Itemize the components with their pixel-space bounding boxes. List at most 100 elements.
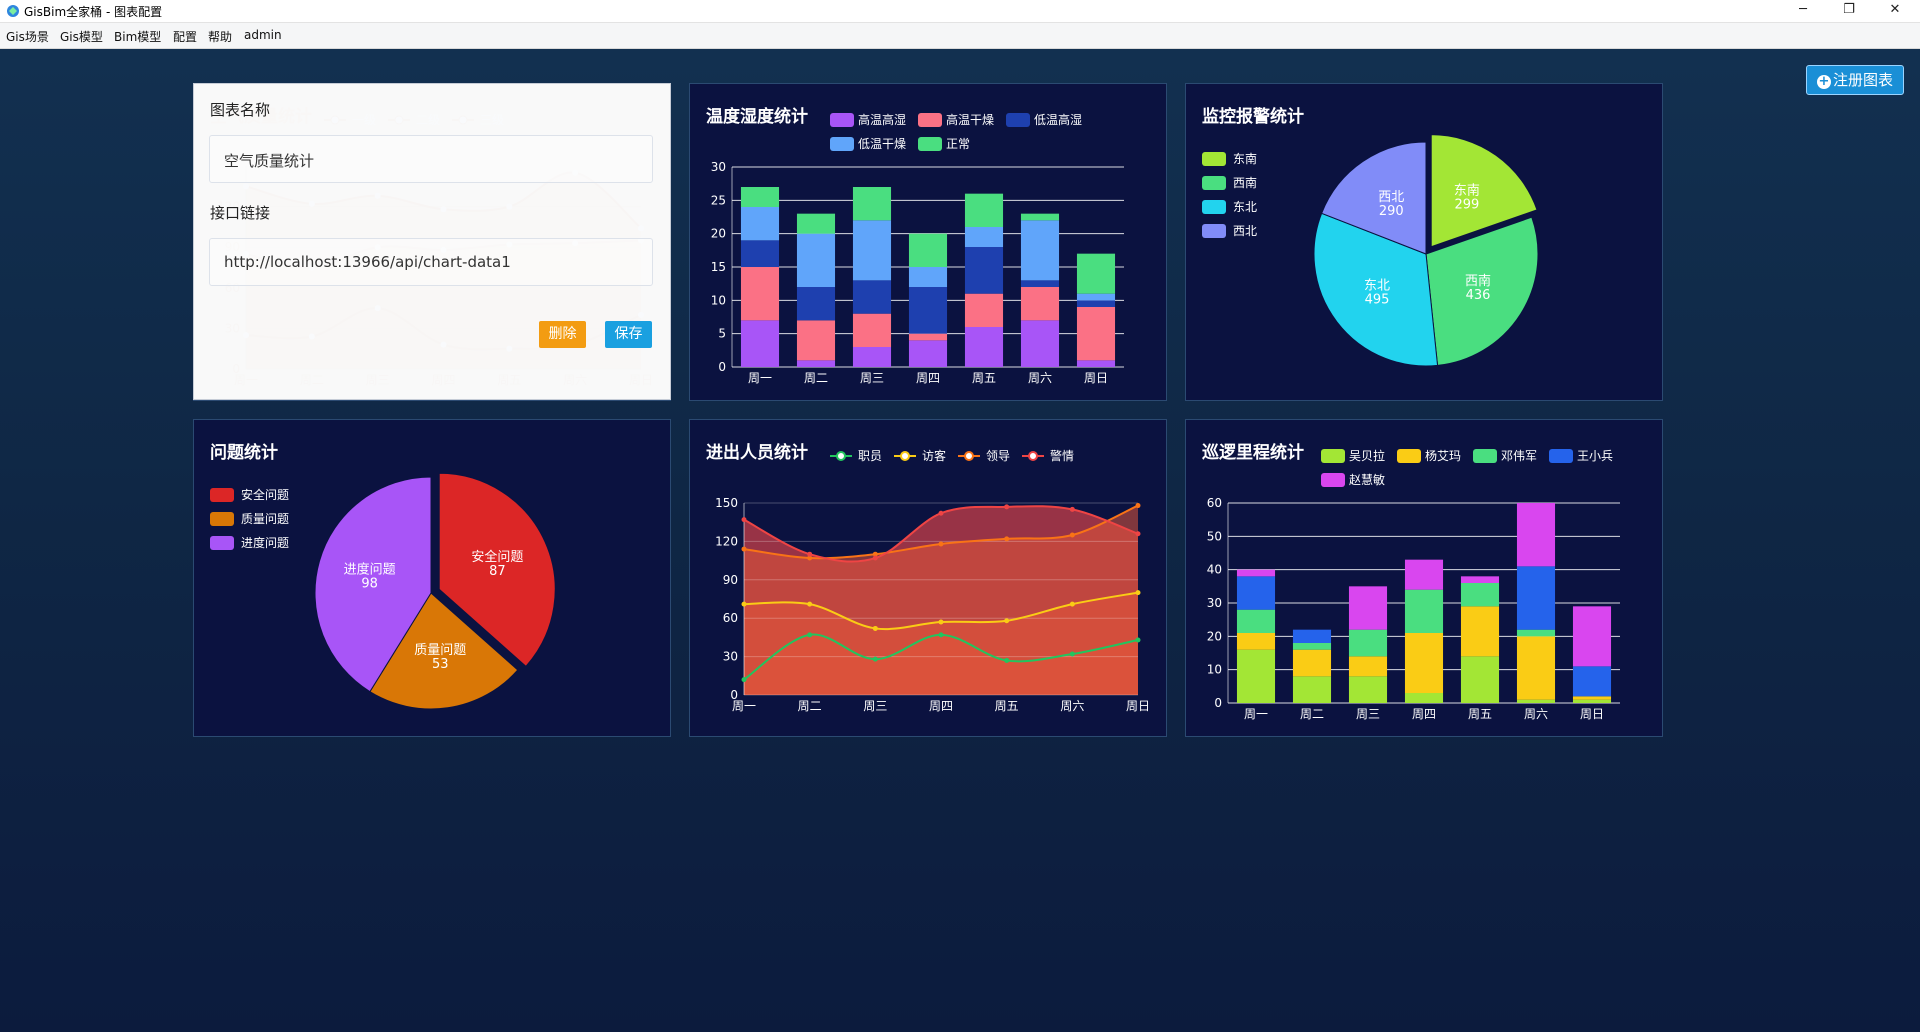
data-point bbox=[1069, 532, 1075, 538]
pie-slice bbox=[1313, 212, 1439, 367]
data-point bbox=[1069, 506, 1075, 512]
bar-segment bbox=[1572, 696, 1612, 700]
chart-panel-patrol[interactable]: 巡逻里程统计 吴贝拉 杨艾玛 邓伟军 王小兵 赵慧敏 0 10 20 30 40 50 60 周一 周二 周三… bbox=[1185, 419, 1663, 737]
window-title: GisBim全家桶 - 图表配置 bbox=[24, 5, 163, 19]
register-chart-button[interactable]: + 注册图表 bbox=[1806, 65, 1904, 95]
menu-item-bim-model[interactable]: Bim模型 bbox=[114, 30, 162, 44]
data-point bbox=[1004, 618, 1010, 624]
minimize-button[interactable]: ─ bbox=[1799, 2, 1807, 17]
legend-swatch bbox=[1473, 449, 1497, 463]
legend-marker bbox=[1028, 451, 1038, 461]
chart-name-label: 图表名称 bbox=[210, 101, 271, 119]
bar-segment bbox=[1572, 666, 1612, 697]
bar-segment bbox=[796, 213, 836, 234]
slice-name-label: 质量问题 bbox=[414, 643, 466, 658]
slice-value-label: 436 bbox=[1466, 288, 1491, 303]
bar-segment bbox=[1348, 629, 1388, 657]
chart-name-input[interactable]: 空气质量统计 bbox=[209, 135, 653, 183]
bar-segment bbox=[796, 320, 836, 361]
slice-name-label: 进度问题 bbox=[344, 562, 396, 578]
legend-label: 低温干燥 bbox=[858, 137, 906, 151]
x-tick-label: 周三 bbox=[863, 699, 887, 713]
slice-name-label: 东北 bbox=[1364, 278, 1390, 293]
legend-swatch bbox=[1321, 449, 1345, 463]
bar-segment bbox=[1292, 643, 1332, 650]
bar-segment bbox=[740, 187, 780, 207]
bar-segment bbox=[740, 240, 780, 267]
delete-button[interactable]: 删除 bbox=[539, 321, 586, 348]
pie-slice bbox=[314, 476, 432, 693]
data-point bbox=[1135, 590, 1141, 596]
close-button[interactable]: ✕ bbox=[1889, 2, 1901, 17]
chart-panel-personnel[interactable]: 进出人员统计 职员 访客 领导 警情 0 30 60 90 120 150 周一 周二 周三 周四 周五 周六 周… bbox=[689, 419, 1167, 737]
legend-label: 领导 bbox=[986, 449, 1010, 463]
y-tick-label: 20 bbox=[711, 227, 726, 241]
legend-label: 警情 bbox=[1050, 448, 1074, 463]
legend-label: 低温高湿 bbox=[1034, 112, 1082, 127]
data-point bbox=[1135, 637, 1141, 643]
x-tick-label: 周日 bbox=[1084, 371, 1108, 385]
register-chart-label: 注册图表 bbox=[1832, 71, 1893, 89]
bar-segment bbox=[796, 233, 836, 287]
menu-item-admin[interactable]: admin bbox=[244, 28, 282, 42]
bar-segment bbox=[1348, 586, 1388, 630]
x-tick-label: 周六 bbox=[1028, 371, 1052, 385]
bar-segment bbox=[1292, 676, 1332, 703]
x-tick-label: 周五 bbox=[972, 371, 996, 385]
legend-label: 访客 bbox=[922, 448, 946, 463]
data-point bbox=[807, 551, 813, 557]
legend-swatch bbox=[830, 113, 854, 127]
menu-item-config[interactable]: 配置 bbox=[173, 30, 198, 44]
bar-segment bbox=[1460, 583, 1500, 607]
bar-segment bbox=[1516, 636, 1556, 700]
y-tick-label: 30 bbox=[723, 650, 738, 664]
x-tick-label: 周五 bbox=[1468, 707, 1492, 721]
data-point bbox=[807, 632, 813, 638]
bar-segment bbox=[1236, 633, 1276, 650]
slice-value-label: 53 bbox=[432, 657, 449, 672]
legend-label: 杨艾玛 bbox=[1425, 448, 1461, 463]
legend-swatch bbox=[1397, 449, 1421, 463]
x-tick-label: 周四 bbox=[916, 371, 940, 385]
menu-item-help[interactable]: 帮助 bbox=[208, 30, 233, 44]
chart-title: 巡逻里程统计 bbox=[1202, 442, 1304, 463]
bar-segment bbox=[1292, 649, 1332, 677]
bar-segment bbox=[1460, 576, 1500, 583]
y-tick-label: 0 bbox=[718, 360, 726, 374]
chart-panel-alarm[interactable]: 监控报警统计 东南 西南 东北 西北 东南 299 西南 436 东北 495 西北 290 bbox=[1185, 83, 1663, 401]
data-point bbox=[1135, 503, 1141, 509]
legend-label: 赵慧敏 bbox=[1349, 472, 1385, 487]
bar-segment bbox=[1404, 633, 1444, 693]
menu-item-gis-model[interactable]: Gis模型 bbox=[60, 30, 103, 44]
menu-item-gis-scene[interactable]: Gis场景 bbox=[6, 30, 49, 44]
legend-label: 职员 bbox=[858, 449, 882, 463]
api-url-input[interactable]: http://localhost:13966/api/chart-data1 bbox=[209, 238, 653, 286]
bar-segment bbox=[1404, 589, 1444, 633]
chart-panel-issues[interactable]: 问题统计 安全问题 质量问题 进度问题 安全问题 87 质量问题 53 进度问题 98 bbox=[193, 419, 671, 737]
y-tick-label: 0 bbox=[1214, 696, 1222, 710]
y-tick-label: 30 bbox=[711, 160, 726, 174]
x-tick-label: 周日 bbox=[1580, 707, 1604, 721]
slice-value-label: 299 bbox=[1454, 197, 1479, 212]
legend-label: 质量问题 bbox=[241, 512, 289, 526]
bar-segment bbox=[1076, 253, 1116, 294]
data-point bbox=[872, 625, 878, 631]
bar-segment bbox=[740, 207, 780, 241]
legend-swatch bbox=[1202, 176, 1226, 190]
bar-segment bbox=[1076, 307, 1116, 361]
bar-segment bbox=[964, 247, 1004, 294]
legend-label: 高温干燥 bbox=[946, 112, 994, 127]
slice-value-label: 87 bbox=[489, 564, 506, 579]
maximize-button[interactable]: ❐ bbox=[1843, 2, 1855, 17]
legend-swatch bbox=[210, 512, 234, 526]
y-tick-label: 10 bbox=[711, 293, 726, 307]
chart-title: 监控报警统计 bbox=[1202, 106, 1304, 127]
legend-swatch bbox=[210, 536, 234, 550]
bar-segment bbox=[908, 287, 948, 334]
save-button[interactable]: 保存 bbox=[605, 321, 652, 348]
chart-config-form: 图表名称 空气质量统计 接口链接 http://localhost:13966/… bbox=[193, 83, 671, 400]
chart-panel-temp-humidity[interactable]: 温度湿度统计 高温高湿 高温干燥 低温高湿 低温干燥 正常 0 5 10 15 20 25 30 周一 周二… bbox=[689, 83, 1167, 401]
slice-value-label: 290 bbox=[1379, 204, 1404, 219]
slice-name-label: 安全问题 bbox=[471, 549, 523, 565]
